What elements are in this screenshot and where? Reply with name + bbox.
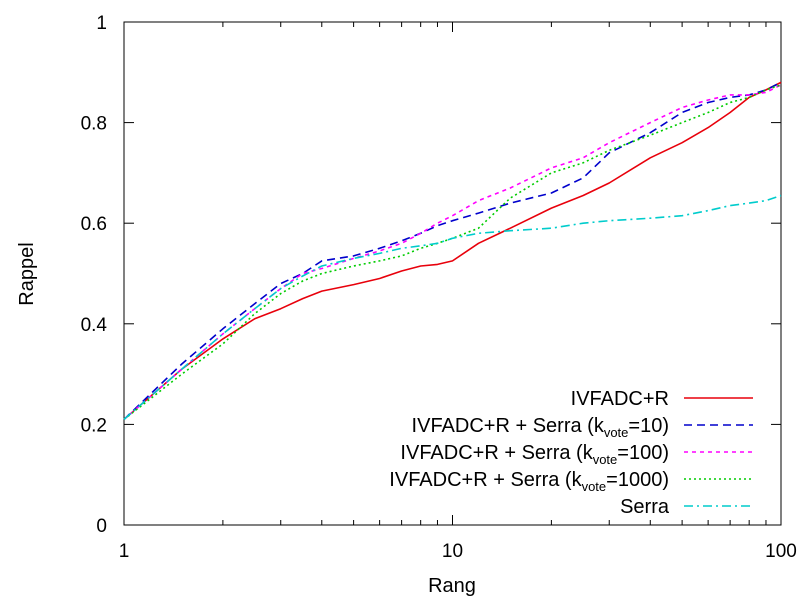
- series-line-1: [123, 81, 782, 421]
- x-tick-label: 10: [442, 541, 463, 562]
- x-tick-label: 100: [765, 541, 797, 562]
- y-tick-label: 0.2: [81, 415, 107, 436]
- legend-label-3: IVFADC+R + Serra (kvote=100): [400, 442, 669, 467]
- series-line-3: [123, 84, 782, 421]
- legend-label-5: Serra: [620, 496, 670, 518]
- legend-label-2: IVFADC+R + Serra (kvote=10): [412, 415, 669, 440]
- y-axis-label: Rappel: [16, 242, 38, 305]
- legend-label-4: IVFADC+R + Serra (kvote=1000): [389, 469, 669, 494]
- y-tick-label: 0: [96, 516, 107, 537]
- y-tick-label: 0.4: [81, 315, 108, 336]
- y-tick-label: 1: [96, 13, 107, 34]
- x-tick-label: 1: [119, 541, 130, 562]
- legend-label-1: IVFADC+R: [571, 388, 669, 410]
- series-line-4: [123, 84, 782, 421]
- series-line-2: [123, 81, 782, 420]
- y-tick-label: 0.8: [81, 114, 107, 135]
- x-axis-label: Rang: [428, 575, 476, 597]
- y-ticks: 0 0.2 0.4 0.6 0.8 1: [81, 13, 781, 537]
- x-ticks: 1 10 100: [119, 22, 797, 562]
- y-tick-label: 0.6: [81, 214, 107, 235]
- series-line-5: [123, 194, 782, 421]
- series-lines: [123, 81, 782, 421]
